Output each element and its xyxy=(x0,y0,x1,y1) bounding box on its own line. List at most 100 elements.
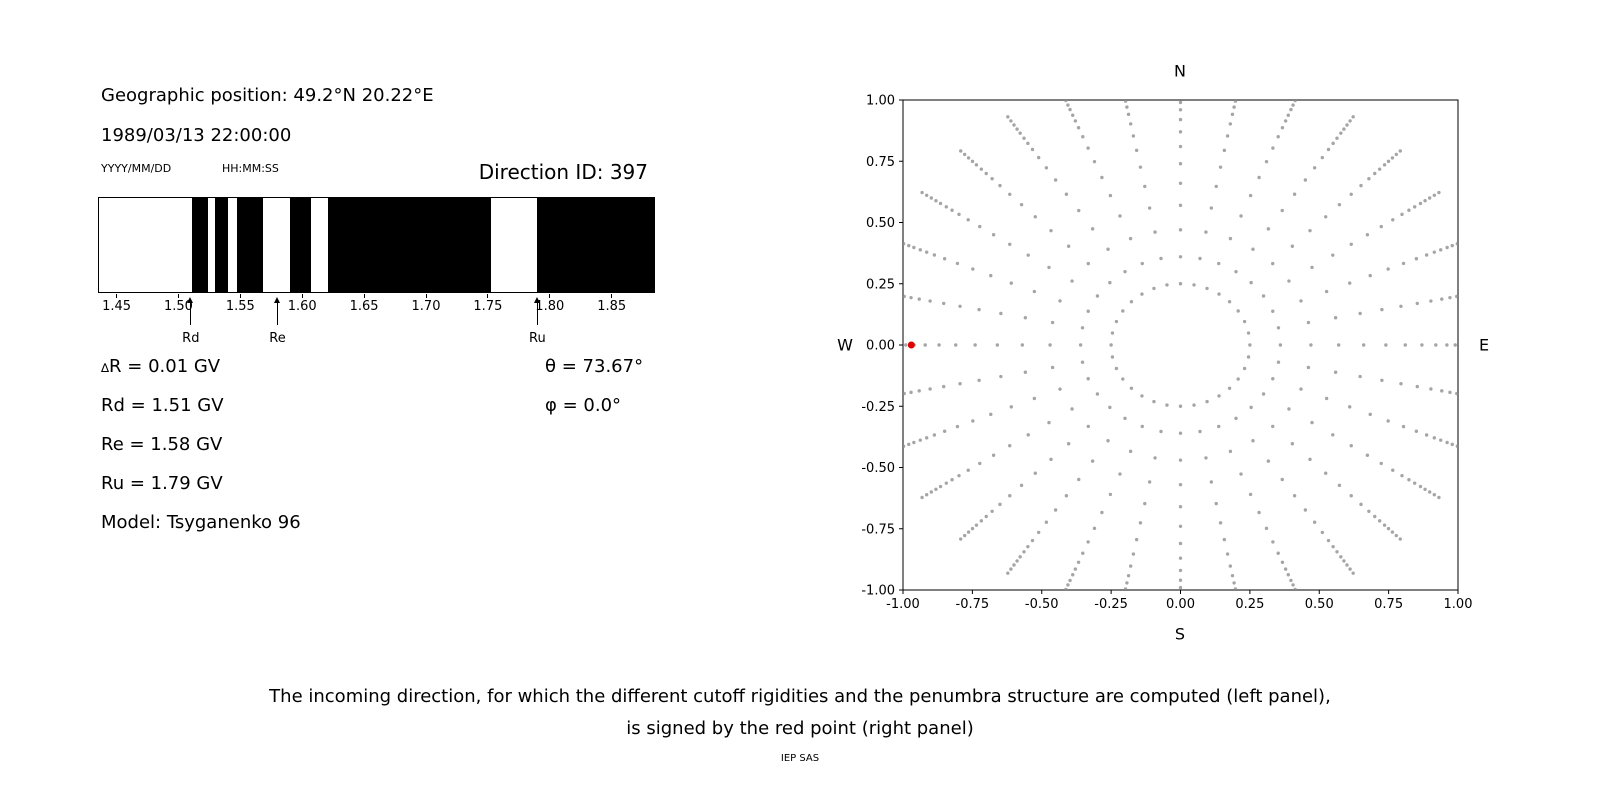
direction-dot xyxy=(918,438,922,442)
direction-dot xyxy=(1026,253,1030,257)
direction-dot xyxy=(1248,492,1253,497)
direction-dot xyxy=(1399,382,1403,386)
direction-dot xyxy=(1081,135,1085,139)
y-tick-label: 1.00 xyxy=(866,94,895,109)
direction-dot xyxy=(1461,446,1464,449)
direction-dot xyxy=(903,391,906,396)
direction-dot xyxy=(1418,201,1423,206)
direction-dot xyxy=(934,199,938,203)
direction-dot xyxy=(1227,386,1232,391)
direction-dot xyxy=(1225,134,1230,138)
x-tick-label: -0.25 xyxy=(1094,597,1128,612)
direction-dot xyxy=(1064,587,1068,590)
direction-dot xyxy=(1324,215,1328,219)
direction-dot xyxy=(1233,587,1238,590)
direction-dot xyxy=(971,419,975,423)
direction-dot xyxy=(1348,567,1352,571)
direction-dot xyxy=(1445,343,1449,347)
direction-dot xyxy=(1218,165,1223,169)
direction-dot xyxy=(1140,261,1144,266)
direction-dot xyxy=(1086,540,1090,544)
direction-dot xyxy=(1331,544,1335,549)
direction-dot xyxy=(1068,107,1072,112)
direction-dot xyxy=(1407,208,1411,212)
direction-dot xyxy=(1348,119,1352,123)
direction-dot xyxy=(1064,494,1069,498)
direction-dot xyxy=(1246,331,1251,335)
direction-dot xyxy=(1276,135,1280,139)
direction-dot xyxy=(1050,320,1055,325)
direction-dot xyxy=(958,382,962,386)
direction-dot xyxy=(896,294,899,297)
arrow-line xyxy=(190,303,192,325)
direction-dot xyxy=(1390,156,1395,160)
direction-dot xyxy=(1276,551,1280,555)
direction-dot xyxy=(1134,148,1139,153)
direction-dot xyxy=(1310,420,1314,425)
direction-dot xyxy=(1131,552,1136,556)
direction-dot xyxy=(990,509,994,514)
direction-dot xyxy=(957,212,961,217)
direction-dot xyxy=(1308,228,1312,233)
direction-dot xyxy=(929,196,934,200)
direction-dot xyxy=(1143,501,1147,506)
ru-label: Ru = 1.79 GV xyxy=(101,473,223,494)
direction-dot xyxy=(1293,587,1297,590)
direction-dot xyxy=(1450,442,1454,447)
direction-dot xyxy=(1050,365,1055,370)
direction-dot xyxy=(1006,115,1010,119)
x-tick-label: -0.50 xyxy=(1025,597,1059,612)
arrow-line xyxy=(276,303,278,325)
direction-dot xyxy=(1015,559,1019,563)
direction-dot xyxy=(1234,416,1238,421)
direction-dot xyxy=(1153,230,1157,234)
direction-dot xyxy=(1424,253,1429,257)
direction-dot xyxy=(1445,245,1449,250)
direction-dot xyxy=(966,530,971,534)
direction-dot xyxy=(1455,444,1458,448)
x-tick-label: -0.75 xyxy=(956,597,990,612)
direction-dot xyxy=(1228,449,1233,454)
penumbra-allowed-band xyxy=(237,198,264,292)
direction-dot xyxy=(1423,199,1427,203)
direction-dot xyxy=(1009,119,1013,123)
direction-dot xyxy=(1271,309,1275,313)
direction-dot xyxy=(1123,269,1127,274)
direction-dot xyxy=(966,156,971,160)
y-tick-label: -0.50 xyxy=(861,461,895,476)
direction-dot xyxy=(1058,299,1062,303)
direction-dot xyxy=(1114,319,1119,324)
direction-dot xyxy=(1118,472,1122,476)
penumbra-allowed-band xyxy=(191,198,208,292)
direction-dot xyxy=(1198,429,1202,434)
penumbra-allowed-band xyxy=(290,198,312,292)
rd-label: Rd = 1.51 GV xyxy=(101,395,224,416)
cutoff-marker-label: Ru xyxy=(529,331,546,346)
direction-dot xyxy=(1349,242,1353,246)
direction-dot xyxy=(1126,573,1131,578)
direction-id-label: Direction ID: 397 xyxy=(478,160,648,184)
y-tick-label: 0.75 xyxy=(866,155,895,170)
direction-dot xyxy=(1266,227,1271,231)
direction-dot xyxy=(1423,487,1427,491)
direction-dot xyxy=(1178,556,1183,560)
direction-dot xyxy=(1248,343,1252,347)
y-tick-label: -1.00 xyxy=(861,584,895,599)
direction-dot xyxy=(1326,538,1331,543)
direction-dot xyxy=(1192,403,1196,407)
direction-dot xyxy=(1401,424,1406,429)
direction-dot xyxy=(991,233,996,237)
direction-dot xyxy=(1152,286,1156,291)
direction-dot xyxy=(897,446,900,449)
direction-dot xyxy=(1349,444,1353,448)
compass-east-label: E xyxy=(1478,335,1490,355)
direction-dot xyxy=(1394,533,1399,538)
direction-dot xyxy=(1066,244,1071,248)
direction-dot xyxy=(1128,449,1133,454)
direction-dot xyxy=(1044,520,1049,524)
direction-dot xyxy=(1092,526,1097,531)
direction-dot xyxy=(1367,176,1371,181)
direction-dot xyxy=(1209,206,1214,210)
direction-dot xyxy=(1310,265,1314,270)
